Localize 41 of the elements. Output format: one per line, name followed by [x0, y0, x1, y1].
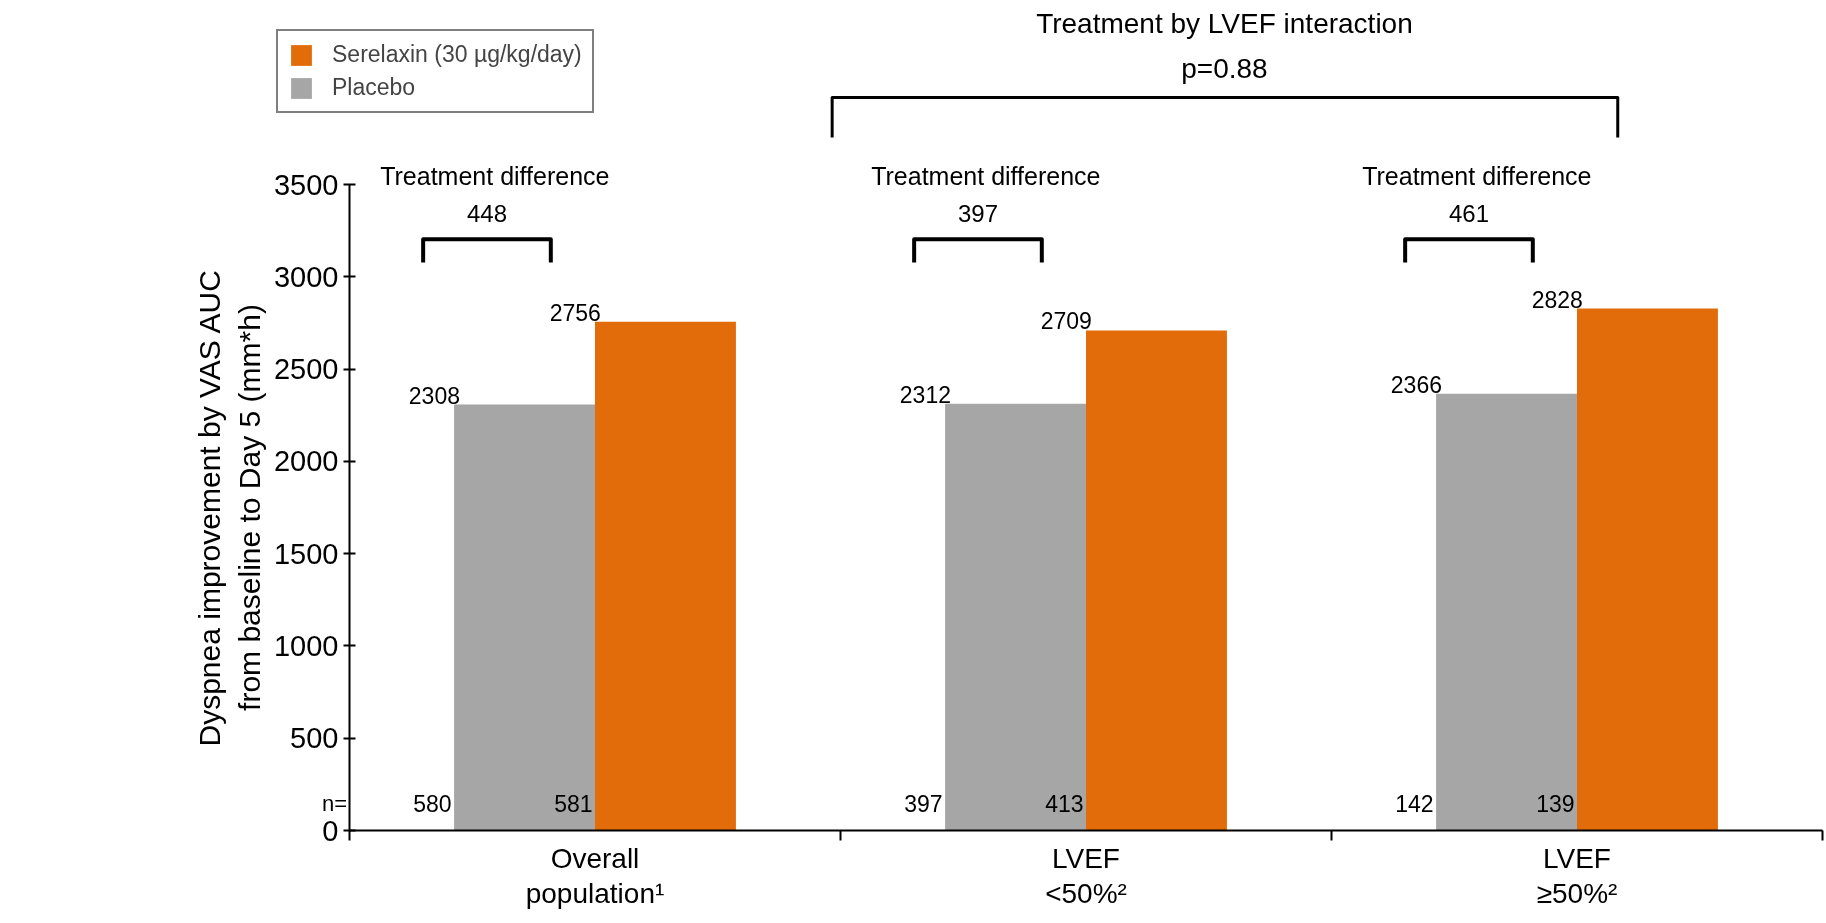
y-axis-title: Dyspnea improvement by VAS AUC from baseline to Day 5 (mm*h)	[193, 270, 266, 747]
annotation: 142	[1395, 791, 1434, 818]
annotation: 397	[904, 791, 943, 818]
annotation: Treatment difference	[1362, 161, 1592, 190]
text: Treatment by LVEF interaction	[1036, 8, 1413, 39]
y-tick-label: 3500	[273, 168, 339, 201]
annotation: 580	[413, 791, 452, 818]
y-tick-label: 500	[290, 722, 339, 755]
x-tick-label: Overall population¹	[525, 842, 665, 910]
x-tick-label: LVEF ≥50%²	[1536, 842, 1618, 910]
y-tick-label: 1000	[273, 629, 339, 662]
data-label: 2308	[408, 382, 460, 409]
y-tick-label: 3000	[273, 260, 339, 293]
data-label: 2828	[1531, 286, 1583, 313]
annotation: 139	[1536, 791, 1575, 818]
legend-label: Serelaxin (30 µg/kg/day)	[332, 41, 582, 68]
y-tick-label: 2000	[273, 445, 339, 478]
legend-label: Placebo	[332, 74, 417, 101]
y-tick-label: 0	[322, 814, 339, 847]
text: p=0.88	[1181, 53, 1268, 84]
text: n=	[321, 791, 348, 817]
data-label: 2312	[899, 381, 951, 408]
annotation: 413	[1045, 791, 1084, 818]
bar	[945, 403, 1086, 831]
bar	[1436, 393, 1577, 831]
x-tick-label: LVEF <50%²	[1045, 842, 1127, 910]
data-label: 2756	[549, 299, 601, 326]
data-label: 2709	[1040, 308, 1092, 335]
annotation: 581	[554, 791, 593, 818]
bar	[454, 404, 595, 831]
annotation: 448	[466, 199, 508, 227]
bar	[1086, 330, 1227, 831]
annotation: Treatment difference	[871, 161, 1101, 190]
y-tick-label: 2500	[273, 353, 339, 386]
data-label: 2366	[1390, 371, 1442, 398]
bar	[1577, 308, 1718, 831]
annotation: 397	[957, 199, 999, 227]
y-tick-label: 1500	[273, 537, 339, 570]
bar	[595, 321, 736, 831]
annotation: Treatment difference	[380, 161, 610, 190]
annotation: 461	[1448, 199, 1490, 227]
